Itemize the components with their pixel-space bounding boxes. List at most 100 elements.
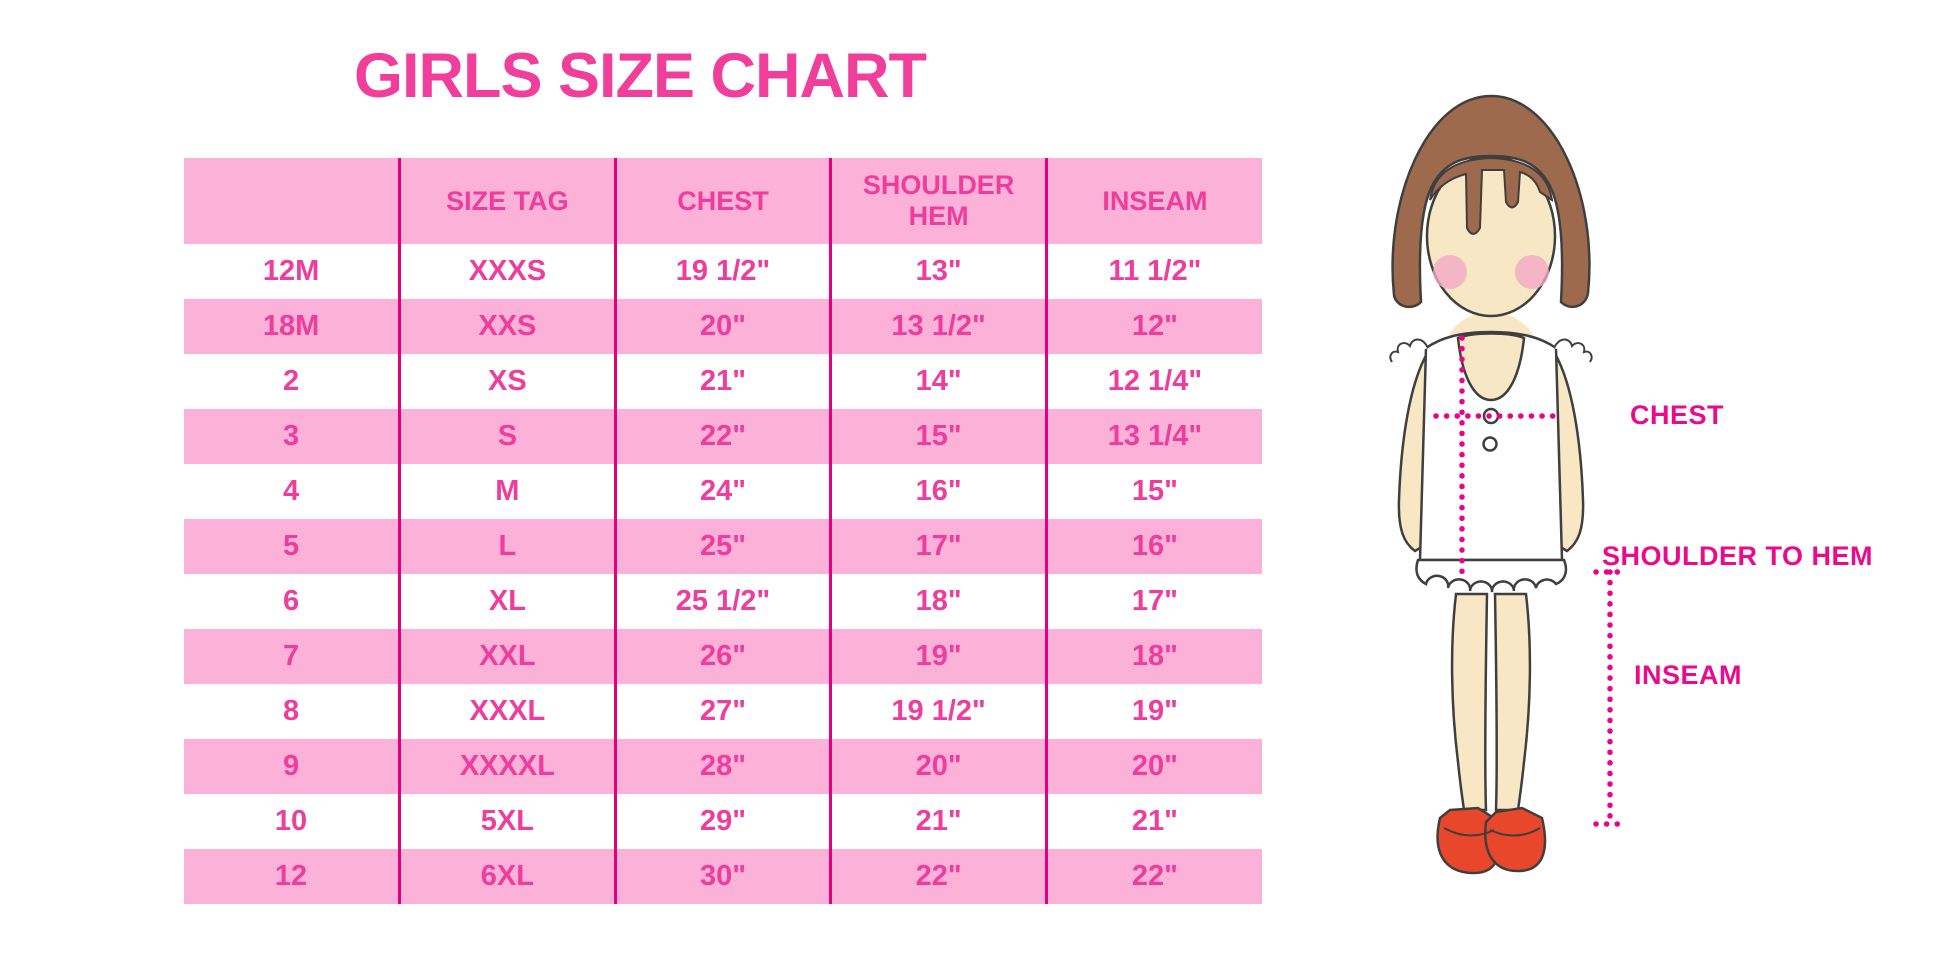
table-cell: 18M xyxy=(184,299,400,354)
girl-leg-left xyxy=(1450,592,1489,812)
table-cell: 15" xyxy=(1044,464,1262,519)
shoulder-to-hem-label: SHOULDER TO HEM xyxy=(1602,541,1874,571)
table-cell: 3 xyxy=(184,409,400,464)
table-cell: XXXL xyxy=(398,684,616,739)
table-cell: 5 xyxy=(184,519,400,574)
table-row: 12 6XL 30" 22" 22" xyxy=(184,849,1262,904)
girl-skirt-ruffle xyxy=(1415,558,1568,593)
table-cell: 10 xyxy=(184,794,400,849)
table-cell: 22" xyxy=(1044,849,1262,904)
table-cell: L xyxy=(398,519,616,574)
column-header xyxy=(184,158,400,244)
column-header: SIZE TAG xyxy=(398,158,616,244)
table-cell: 19" xyxy=(829,629,1047,684)
table-cell: XXS xyxy=(398,299,616,354)
table-cell: 17" xyxy=(1044,574,1262,629)
table-cell: 14" xyxy=(829,354,1047,409)
table-cell: 8 xyxy=(184,684,400,739)
size-table-head: SIZE TAG CHEST SHOULDER HEM INSEAM xyxy=(184,158,1262,244)
column-header: SHOULDER HEM xyxy=(829,158,1047,244)
girl-leg-right xyxy=(1493,592,1532,812)
table-cell: XXL xyxy=(398,629,616,684)
girl-hair xyxy=(1391,94,1591,309)
table-cell: 6XL xyxy=(398,849,616,904)
table-cell: 4 xyxy=(184,464,400,519)
girl-shoe-strap-right xyxy=(1489,827,1541,837)
table-cell: 19 1/2" xyxy=(829,684,1047,739)
table-cell: 16" xyxy=(829,464,1047,519)
table-cell: 16" xyxy=(1044,519,1262,574)
table-cell: 18" xyxy=(829,574,1047,629)
table-row: 2 XS 21" 14" 12 1/4" xyxy=(184,354,1262,409)
page-title: GIRLS SIZE CHART xyxy=(353,41,927,111)
table-cell: 25 1/2" xyxy=(613,574,831,629)
size-table-body: 12M XXXS 19 1/2" 13" 11 1/2" 18M XXS 20" 13 1/2"… xyxy=(184,244,1262,904)
table-cell: 13" xyxy=(829,244,1047,299)
table-cell: 25" xyxy=(613,519,831,574)
table-cell: 22" xyxy=(829,849,1047,904)
table-cell: 12 xyxy=(184,849,400,904)
table-row: 3 S 22" 15" 13 1/4" xyxy=(184,409,1262,464)
table-row: 8 XXXL 27" 19 1/2" 19" xyxy=(184,684,1262,739)
table-cell: 5XL xyxy=(398,794,616,849)
table-row: 7 XXL 26" 19" 18" xyxy=(184,629,1262,684)
table-cell: 13 1/2" xyxy=(829,299,1047,354)
table-cell: 17" xyxy=(829,519,1047,574)
table-cell: S xyxy=(398,409,616,464)
girl-ruffle-left xyxy=(1389,338,1429,363)
girl-shoe-right xyxy=(1484,806,1547,873)
table-row: 10 5XL 29" 21" 21" xyxy=(184,794,1262,849)
table-cell: 30" xyxy=(613,849,831,904)
girl-ruffle-right xyxy=(1553,338,1593,363)
size-table: SIZE TAG CHEST SHOULDER HEM INSEAM 12M XXXS 1… xyxy=(184,158,1262,904)
table-cell: 15" xyxy=(829,409,1047,464)
table-row: 5 L 25" 17" 16" xyxy=(184,519,1262,574)
table-cell: 22" xyxy=(613,409,831,464)
table-cell: 20" xyxy=(1044,739,1262,794)
girl-bangs xyxy=(1429,156,1554,235)
girl-measurement-illustration xyxy=(1389,94,1628,875)
table-row: 6 XL 25 1/2" 18" 17" xyxy=(184,574,1262,629)
table-cell: 29" xyxy=(613,794,831,849)
table-cell: 21" xyxy=(613,354,831,409)
table-cell: 7 xyxy=(184,629,400,684)
girl-blush-right xyxy=(1515,255,1549,289)
table-row: 18M XXS 20" 13 1/2" 12" xyxy=(184,299,1262,354)
table-cell: 6 xyxy=(184,574,400,629)
girl-shoe-strap-left xyxy=(1443,827,1495,837)
table-cell: XXXS xyxy=(398,244,616,299)
table-cell: M xyxy=(398,464,616,519)
table-cell: 12M xyxy=(184,244,400,299)
table-cell: 20" xyxy=(829,739,1047,794)
table-cell: 2 xyxy=(184,354,400,409)
table-cell: XS xyxy=(398,354,616,409)
table-row: 4 M 24" 16" 15" xyxy=(184,464,1262,519)
table-header-row: SIZE TAG CHEST SHOULDER HEM INSEAM xyxy=(184,158,1262,244)
table-cell: 18" xyxy=(1044,629,1262,684)
table-row: 12M XXXS 19 1/2" 13" 11 1/2" xyxy=(184,244,1262,299)
table-cell: 12 1/4" xyxy=(1044,354,1262,409)
table-cell: XL xyxy=(398,574,616,629)
table-cell: 28" xyxy=(613,739,831,794)
table-cell: 9 xyxy=(184,739,400,794)
table-cell: 21" xyxy=(829,794,1047,849)
table-cell: 20" xyxy=(613,299,831,354)
inseam-label: INSEAM xyxy=(1634,660,1743,690)
column-header: INSEAM xyxy=(1044,158,1262,244)
column-header: CHEST xyxy=(613,158,831,244)
girl-button-bottom xyxy=(1482,436,1498,452)
chest-label: CHEST xyxy=(1630,400,1725,430)
table-cell: 26" xyxy=(613,629,831,684)
table-cell: 27" xyxy=(613,684,831,739)
table-cell: 21" xyxy=(1044,794,1262,849)
table-cell: 19 1/2" xyxy=(613,244,831,299)
table-row: 9 XXXXL 28" 20" 20" xyxy=(184,739,1262,794)
table-cell: 19" xyxy=(1044,684,1262,739)
girl-blush-left xyxy=(1433,255,1467,289)
table-cell: XXXXL xyxy=(398,739,616,794)
table-cell: 11 1/2" xyxy=(1044,244,1262,299)
table-cell: 12" xyxy=(1044,299,1262,354)
table-cell: 13 1/4" xyxy=(1044,409,1262,464)
table-cell: 24" xyxy=(613,464,831,519)
